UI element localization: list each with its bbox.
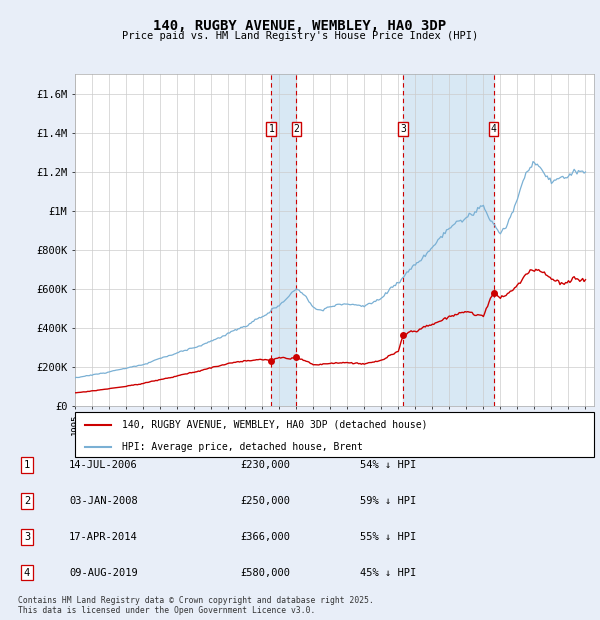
Text: 2: 2 bbox=[293, 124, 299, 134]
Text: 17-APR-2014: 17-APR-2014 bbox=[69, 532, 138, 542]
Text: 09-AUG-2019: 09-AUG-2019 bbox=[69, 568, 138, 578]
Text: 2: 2 bbox=[24, 496, 30, 506]
Text: 140, RUGBY AVENUE, WEMBLEY, HA0 3DP (detached house): 140, RUGBY AVENUE, WEMBLEY, HA0 3DP (det… bbox=[122, 420, 427, 430]
Text: 14-JUL-2006: 14-JUL-2006 bbox=[69, 460, 138, 470]
Bar bbox=[403, 74, 494, 406]
Text: £250,000: £250,000 bbox=[240, 496, 290, 506]
Text: £230,000: £230,000 bbox=[240, 460, 290, 470]
Text: 4: 4 bbox=[491, 124, 497, 134]
Text: 1: 1 bbox=[24, 460, 30, 470]
Text: Contains HM Land Registry data © Crown copyright and database right 2025.
This d: Contains HM Land Registry data © Crown c… bbox=[18, 596, 374, 615]
Text: 3: 3 bbox=[400, 124, 406, 134]
Text: 140, RUGBY AVENUE, WEMBLEY, HA0 3DP: 140, RUGBY AVENUE, WEMBLEY, HA0 3DP bbox=[154, 19, 446, 33]
Text: 3: 3 bbox=[24, 532, 30, 542]
Text: 55% ↓ HPI: 55% ↓ HPI bbox=[360, 532, 416, 542]
Text: 59% ↓ HPI: 59% ↓ HPI bbox=[360, 496, 416, 506]
Text: 54% ↓ HPI: 54% ↓ HPI bbox=[360, 460, 416, 470]
Text: 03-JAN-2008: 03-JAN-2008 bbox=[69, 496, 138, 506]
Text: 1: 1 bbox=[268, 124, 274, 134]
Text: Price paid vs. HM Land Registry's House Price Index (HPI): Price paid vs. HM Land Registry's House … bbox=[122, 31, 478, 41]
Text: HPI: Average price, detached house, Brent: HPI: Average price, detached house, Bren… bbox=[122, 442, 362, 452]
Text: 4: 4 bbox=[24, 568, 30, 578]
Text: £366,000: £366,000 bbox=[240, 532, 290, 542]
Bar bbox=[271, 74, 296, 406]
Text: £580,000: £580,000 bbox=[240, 568, 290, 578]
Text: 45% ↓ HPI: 45% ↓ HPI bbox=[360, 568, 416, 578]
